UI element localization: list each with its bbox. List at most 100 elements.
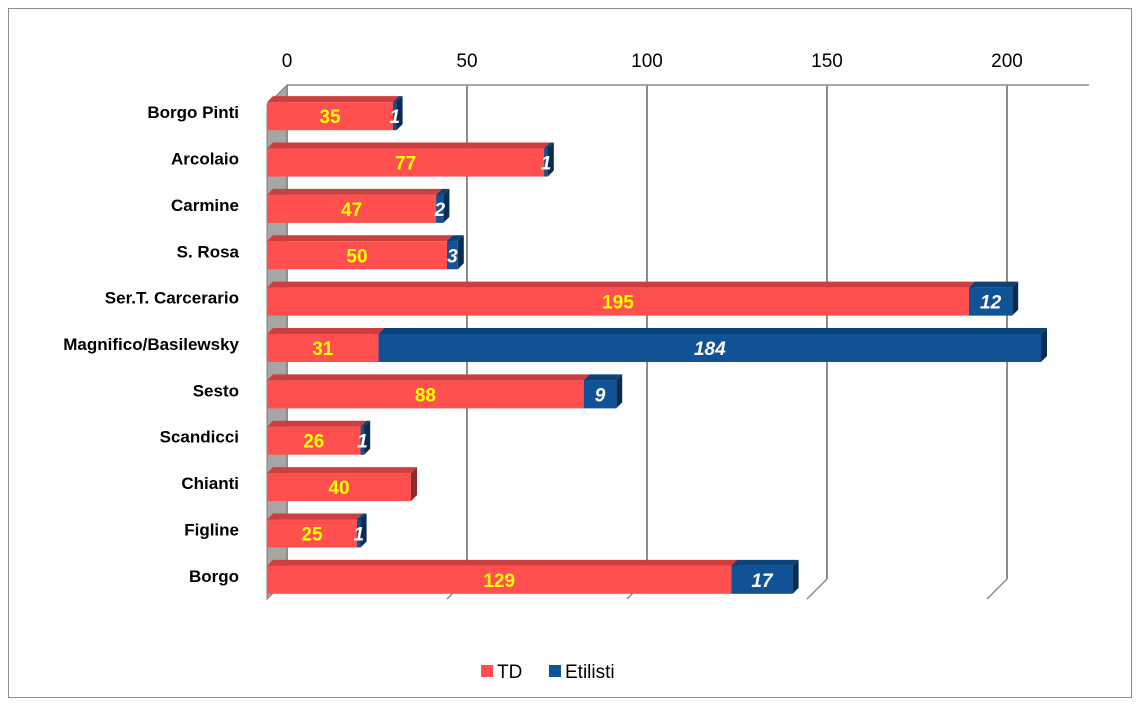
- data-label-td: 35: [319, 107, 341, 128]
- bar-front-face: [969, 287, 1013, 316]
- bar-front-face: [393, 102, 397, 131]
- chart-frame: 0 50 100 150 200 Borgo Pinti Arcolaio Carmine S…: [8, 8, 1132, 698]
- bar-top-face: [267, 328, 385, 334]
- bar-td-scandicci: 26: [267, 420, 367, 455]
- category-label-scandicci: Scandicci: [160, 428, 239, 447]
- bar-top-face: [969, 281, 1019, 288]
- data-label-etilisti: 1: [354, 524, 365, 545]
- bar-etilisti-borgo-pinti: 1: [390, 96, 403, 131]
- bar-top-face: [267, 96, 399, 103]
- legend-swatch-td: [481, 665, 493, 677]
- bar-front-face: [267, 241, 447, 270]
- bar-etilisti-magnifico-basilewsky: 184: [378, 328, 1048, 362]
- data-label-etilisti: 1: [357, 432, 368, 453]
- bar-td-figline: 25: [267, 513, 363, 548]
- data-label-etilisti: 9: [595, 385, 606, 406]
- category-label-magnifico-basilewsky: Magnifico/Basilewsky: [63, 335, 239, 354]
- bar-side-face: [1012, 281, 1019, 316]
- bar-front-face: [378, 334, 1042, 362]
- bar-top-face: [393, 96, 403, 103]
- legend: TD Etilisti: [481, 662, 615, 683]
- bar-etilisti-figline: 1: [354, 513, 367, 548]
- bar-etilisti-s-rosa: 3: [447, 235, 464, 270]
- bar-td-magnifico-basilewsky: 31: [267, 328, 385, 362]
- category-label-sesto: Sesto: [193, 381, 239, 400]
- data-label-td: 26: [303, 432, 324, 453]
- category-label-borgo: Borgo: [189, 567, 239, 586]
- category-label-borgo-pinti: Borgo Pinti: [147, 103, 239, 122]
- data-label-etilisti: 1: [390, 107, 401, 128]
- legend-swatch-etilisti: [549, 665, 561, 677]
- bar-front-face: [267, 148, 545, 177]
- bar-etilisti-ser-t-carcerario: 12: [969, 281, 1019, 316]
- bar-top-face: [267, 559, 738, 566]
- category-label-s-rosa: S. Rosa: [177, 242, 240, 261]
- data-label-etilisti: 3: [447, 246, 458, 267]
- bar-td-ser-t-carcerario: 195: [267, 281, 975, 316]
- bar-top-face: [357, 513, 367, 520]
- data-label-td: 88: [415, 385, 436, 406]
- x-tick-label: 200: [991, 51, 1023, 72]
- bar-front-face: [267, 334, 379, 362]
- data-label-etilisti: 2: [434, 200, 446, 221]
- bar-top-face: [267, 420, 367, 427]
- bar-side-face: [360, 513, 367, 548]
- category-label-chianti: Chianti: [181, 474, 239, 493]
- bar-front-face: [267, 565, 732, 594]
- bar-side-face: [547, 142, 554, 177]
- bar-front-face: [583, 380, 617, 409]
- bar-etilisti-borgo: 17: [731, 559, 799, 594]
- x-tick-label: 100: [631, 51, 663, 72]
- bar-top-face: [360, 420, 371, 427]
- data-label-etilisti: 12: [980, 293, 1002, 314]
- bar-front-face: [360, 426, 365, 455]
- bar-top-face: [267, 374, 590, 381]
- bar-side-face: [443, 188, 450, 223]
- data-label-td: 40: [328, 478, 349, 499]
- bar-front-face: [267, 287, 969, 316]
- data-label-td: 50: [346, 246, 367, 267]
- data-label-td: 31: [312, 339, 334, 360]
- bar-front-face: [436, 194, 444, 223]
- bar-etilisti-arcolaio: 1: [541, 142, 554, 177]
- x-tick-label: 50: [456, 51, 477, 72]
- bar-top-face: [436, 188, 450, 195]
- x-tick-label: 150: [811, 51, 843, 72]
- gridline-floor: [986, 578, 1008, 600]
- bar-front-face: [357, 519, 361, 548]
- x-tick-label: 0: [282, 51, 293, 72]
- category-labels: Borgo Pinti Arcolaio Carmine S. Rosa Ser.T. …: [63, 103, 239, 586]
- legend-label-etilisti: Etilisti: [565, 662, 615, 683]
- bar-td-arcolaio: 77: [267, 142, 551, 177]
- bar-etilisti-sesto: 9: [583, 374, 623, 409]
- bar-td-s-rosa: 50: [267, 235, 453, 270]
- bar-side-face: [616, 374, 623, 409]
- bar-side-face: [1041, 328, 1047, 362]
- bar-front-face: [267, 380, 584, 409]
- bar-front-face: [544, 148, 548, 177]
- bar-td-carmine: 47: [267, 188, 443, 223]
- bar-front-face: [267, 102, 393, 131]
- bar-top-face: [267, 467, 417, 474]
- bar-top-face: [731, 559, 799, 566]
- data-label-etilisti: 1: [541, 154, 552, 175]
- bar-front-face: [447, 241, 458, 270]
- data-label-etilisti: 17: [751, 571, 774, 592]
- data-label-td: 195: [602, 293, 634, 314]
- bar-etilisti-carmine: 2: [434, 188, 450, 223]
- bar-top-face: [378, 328, 1048, 334]
- bars: 35 1 77 1 47 2 50 3 195 12 31 184 88 9 26 1 40 25 1 129 17: [267, 96, 1048, 594]
- bar-front-face: [267, 426, 361, 455]
- category-label-carmine: Carmine: [171, 196, 239, 215]
- category-label-ser-t-carcerario: Ser.T. Carcerario: [105, 289, 239, 308]
- bar-side-face: [411, 467, 417, 502]
- legend-label-td: TD: [497, 662, 522, 683]
- bar-top-face: [447, 235, 464, 242]
- bar-td-borgo-pinti: 35: [267, 96, 399, 131]
- bar-side-face: [364, 420, 371, 455]
- bar-top-face: [267, 281, 975, 288]
- gridline-floor: [806, 578, 828, 600]
- data-label-etilisti: 184: [694, 339, 726, 360]
- data-label-td: 25: [301, 524, 323, 545]
- bar-top-face: [583, 374, 623, 381]
